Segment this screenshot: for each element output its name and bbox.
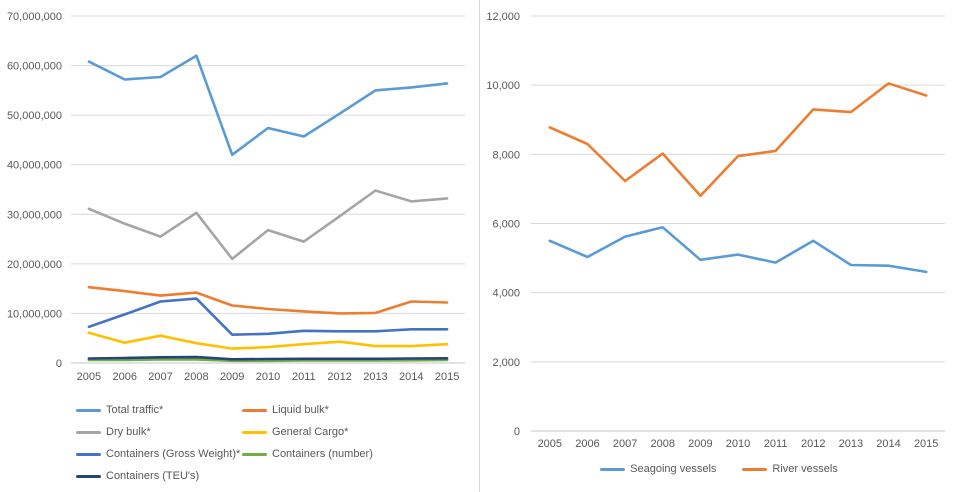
legend-item-seagoing-vessels: Seagoing vessels — [600, 459, 716, 479]
x-tick-label: 2006 — [575, 438, 599, 450]
legend-item-containers-number: Containers (number) — [242, 443, 408, 465]
y-tick-label: 10,000 — [486, 80, 520, 92]
x-tick-label: 2007 — [613, 438, 637, 450]
series-line-containers-teu-s — [87, 355, 449, 361]
x-tick-label: 2008 — [650, 438, 674, 450]
legend-item-containers-teu-s: Containers (TEU's) — [76, 465, 242, 487]
legend-label: Total traffic* — [106, 404, 164, 416]
x-tick-label: 2009 — [688, 438, 712, 450]
legend-item-dry-bulk: Dry bulk* — [76, 421, 242, 443]
x-tick-label: 2007 — [148, 371, 172, 383]
x-tick-label: 2005 — [538, 438, 562, 450]
x-tick-label: 2009 — [220, 371, 244, 383]
y-tick-label: 50,000,000 — [7, 110, 62, 122]
x-tick-label: 2012 — [327, 371, 351, 383]
x-tick-label: 2012 — [801, 438, 825, 450]
x-tick-label: 2014 — [876, 438, 900, 450]
x-tick-label: 2008 — [184, 371, 208, 383]
legend-item-general-cargo: General Cargo* — [242, 421, 408, 443]
series-line-general-cargo — [87, 331, 449, 350]
x-tick-label: 2006 — [112, 371, 136, 383]
y-tick-label: 70,000,000 — [7, 11, 62, 23]
legend-label: Dry bulk* — [106, 426, 151, 438]
y-tick-label: 6,000 — [492, 219, 520, 231]
y-tick-label: 2,000 — [492, 357, 520, 369]
x-tick-label: 2014 — [399, 371, 423, 383]
y-tick-label: 10,000,000 — [7, 308, 62, 320]
series-line-river-vessels — [548, 82, 928, 198]
x-tick-label: 2015 — [914, 438, 938, 450]
y-tick-label: 8,000 — [492, 149, 520, 161]
x-tick-label: 2011 — [764, 438, 788, 450]
legend-item-containers-gross-weight: Containers (Gross Weight)* — [76, 443, 242, 465]
series-line-containers-number — [87, 358, 449, 363]
y-tick-label: 60,000,000 — [7, 61, 62, 73]
series-line-dry-bulk — [87, 189, 449, 261]
x-tick-label: 2013 — [839, 438, 863, 450]
legend-swatch-containers-number — [242, 452, 267, 456]
y-tick-label: 30,000,000 — [7, 209, 62, 221]
series-line-seagoing-vessels — [548, 226, 928, 274]
legend-swatch-total-traffic — [76, 408, 101, 412]
series-line-total-traffic — [87, 54, 449, 157]
x-tick-label: 2015 — [435, 371, 459, 383]
legend-swatch-liquid-bulk — [242, 408, 267, 412]
legend-swatch-containers-teu-s — [76, 474, 101, 478]
y-tick-label: 20,000,000 — [7, 259, 62, 271]
legend-item-river-vessels: River vessels — [742, 459, 838, 479]
y-tick-label: 40,000,000 — [7, 160, 62, 172]
legend-item-liquid-bulk: Liquid bulk* — [242, 399, 408, 421]
y-tick-label: 4,000 — [492, 288, 520, 300]
y-tick-label: 0 — [56, 358, 62, 370]
x-tick-label: 2013 — [363, 371, 387, 383]
x-tick-label: 2005 — [77, 371, 101, 383]
legend-label: Seagoing vessels — [630, 463, 717, 475]
series-line-liquid-bulk — [87, 285, 449, 315]
chart-divider — [479, 0, 480, 492]
legend-swatch-containers-gross-weight — [76, 452, 101, 456]
series-line-containers-gross-weight — [87, 297, 449, 337]
x-tick-label: 2010 — [256, 371, 280, 383]
legend-item-total-traffic: Total traffic* — [76, 399, 242, 421]
legend-label: General Cargo* — [272, 426, 349, 438]
legend-swatch-seagoing-vessels — [600, 467, 626, 471]
legend-label: Containers (TEU's) — [106, 470, 200, 482]
legend-label: Liquid bulk* — [272, 404, 329, 416]
x-tick-label: 2011 — [292, 371, 316, 383]
left-chart-legend: Total traffic* Liquid bulk* Dry bulk* Gener… — [76, 399, 408, 487]
legend-label: River vessels — [772, 463, 838, 475]
legend-swatch-river-vessels — [742, 467, 768, 471]
right-chart-legend: Seagoing vessels River vessels — [480, 458, 958, 480]
y-tick-label: 0 — [514, 426, 520, 438]
legend-label: Containers (Gross Weight)* — [106, 448, 241, 460]
legend-swatch-dry-bulk — [76, 430, 101, 434]
legend-label: Containers (number) — [272, 448, 373, 460]
y-tick-label: 12,000 — [486, 11, 520, 23]
legend-swatch-general-cargo — [242, 430, 267, 434]
x-tick-label: 2010 — [726, 438, 750, 450]
